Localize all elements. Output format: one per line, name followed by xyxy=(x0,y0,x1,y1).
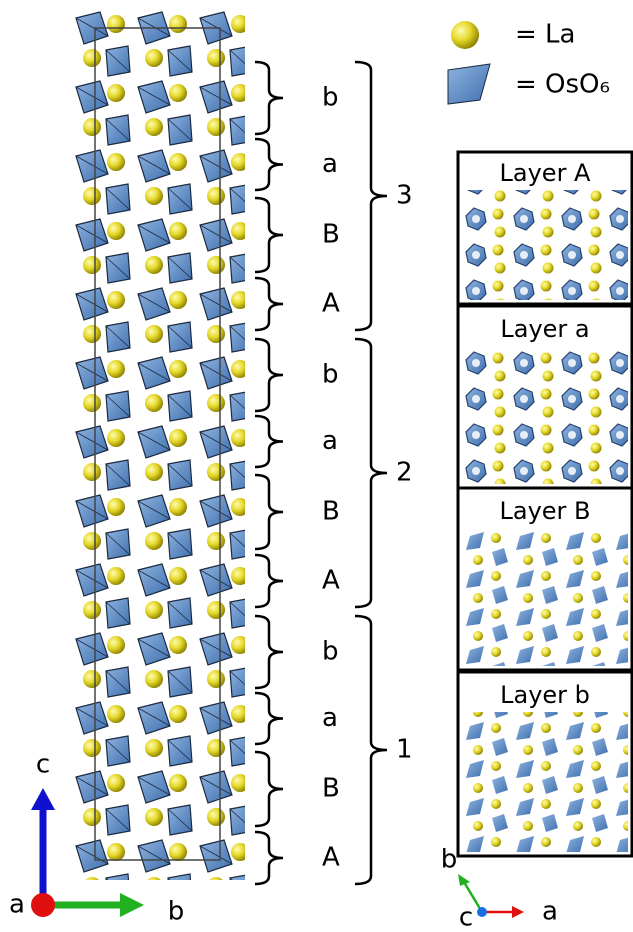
layer-label: b xyxy=(322,360,339,390)
brace xyxy=(254,196,284,274)
title-bg xyxy=(462,492,628,530)
braces: 3 b a B A 2 b a B A 1 b a B A xyxy=(254,60,413,886)
legend-label: = La xyxy=(515,20,575,50)
brace xyxy=(254,750,284,828)
layer-label: a xyxy=(322,426,338,456)
axis-arrow xyxy=(462,881,484,913)
panel-image xyxy=(462,530,628,666)
brace xyxy=(254,276,284,332)
title-bg xyxy=(462,676,628,712)
axis-label: a xyxy=(542,897,558,927)
axis-label: b xyxy=(168,897,185,927)
panel-title: Layer A xyxy=(500,159,592,187)
panel-title: Layer B xyxy=(499,497,590,525)
axis-arrowhead xyxy=(512,906,524,918)
layer-label: A xyxy=(322,289,340,319)
axis-label: c xyxy=(459,903,473,929)
brace xyxy=(254,60,284,136)
brace xyxy=(254,473,284,551)
panel-title: Layer a xyxy=(500,315,589,343)
panels: Layer A Layer a Layer B Layer b xyxy=(456,150,633,858)
brace xyxy=(254,337,284,413)
axis-arrowhead xyxy=(31,788,55,810)
stack-label: 2 xyxy=(396,458,413,488)
brace xyxy=(354,614,388,886)
axis-label: b xyxy=(441,845,458,875)
panel-image xyxy=(462,712,628,852)
layer-label: A xyxy=(322,566,340,596)
layer-label: a xyxy=(322,703,338,733)
axis-origin xyxy=(31,893,55,917)
title-bg xyxy=(462,310,628,348)
brace xyxy=(254,137,284,192)
layer-label: B xyxy=(322,497,340,527)
layer-label: B xyxy=(322,220,340,250)
unit-cell xyxy=(94,27,221,861)
stack-label: 1 xyxy=(396,735,413,765)
axis-label: a xyxy=(9,890,25,920)
axis-origin xyxy=(477,907,487,917)
panel-title: Layer b xyxy=(500,681,590,709)
brace xyxy=(254,414,284,469)
brace xyxy=(354,337,388,609)
layer-label: b xyxy=(322,83,339,113)
crystal-structure xyxy=(70,10,245,880)
layer-label: b xyxy=(322,637,339,667)
title-bg xyxy=(462,156,628,190)
stack-label: 3 xyxy=(396,181,413,211)
brace xyxy=(254,830,284,886)
legend-label: = OsO₆ xyxy=(515,70,610,100)
brace xyxy=(254,691,284,746)
layer-label: B xyxy=(322,774,340,804)
brace xyxy=(354,60,388,332)
layer-label: A xyxy=(322,843,340,873)
la-icon xyxy=(451,21,479,49)
brace xyxy=(254,553,284,609)
layer-label: a xyxy=(322,149,338,179)
axis-arrowhead xyxy=(458,874,470,886)
panel-image xyxy=(462,350,628,484)
axis-label: c xyxy=(36,750,50,780)
brace xyxy=(254,614,284,690)
axis-arrowhead xyxy=(120,893,144,917)
oso6-icon xyxy=(447,63,491,105)
